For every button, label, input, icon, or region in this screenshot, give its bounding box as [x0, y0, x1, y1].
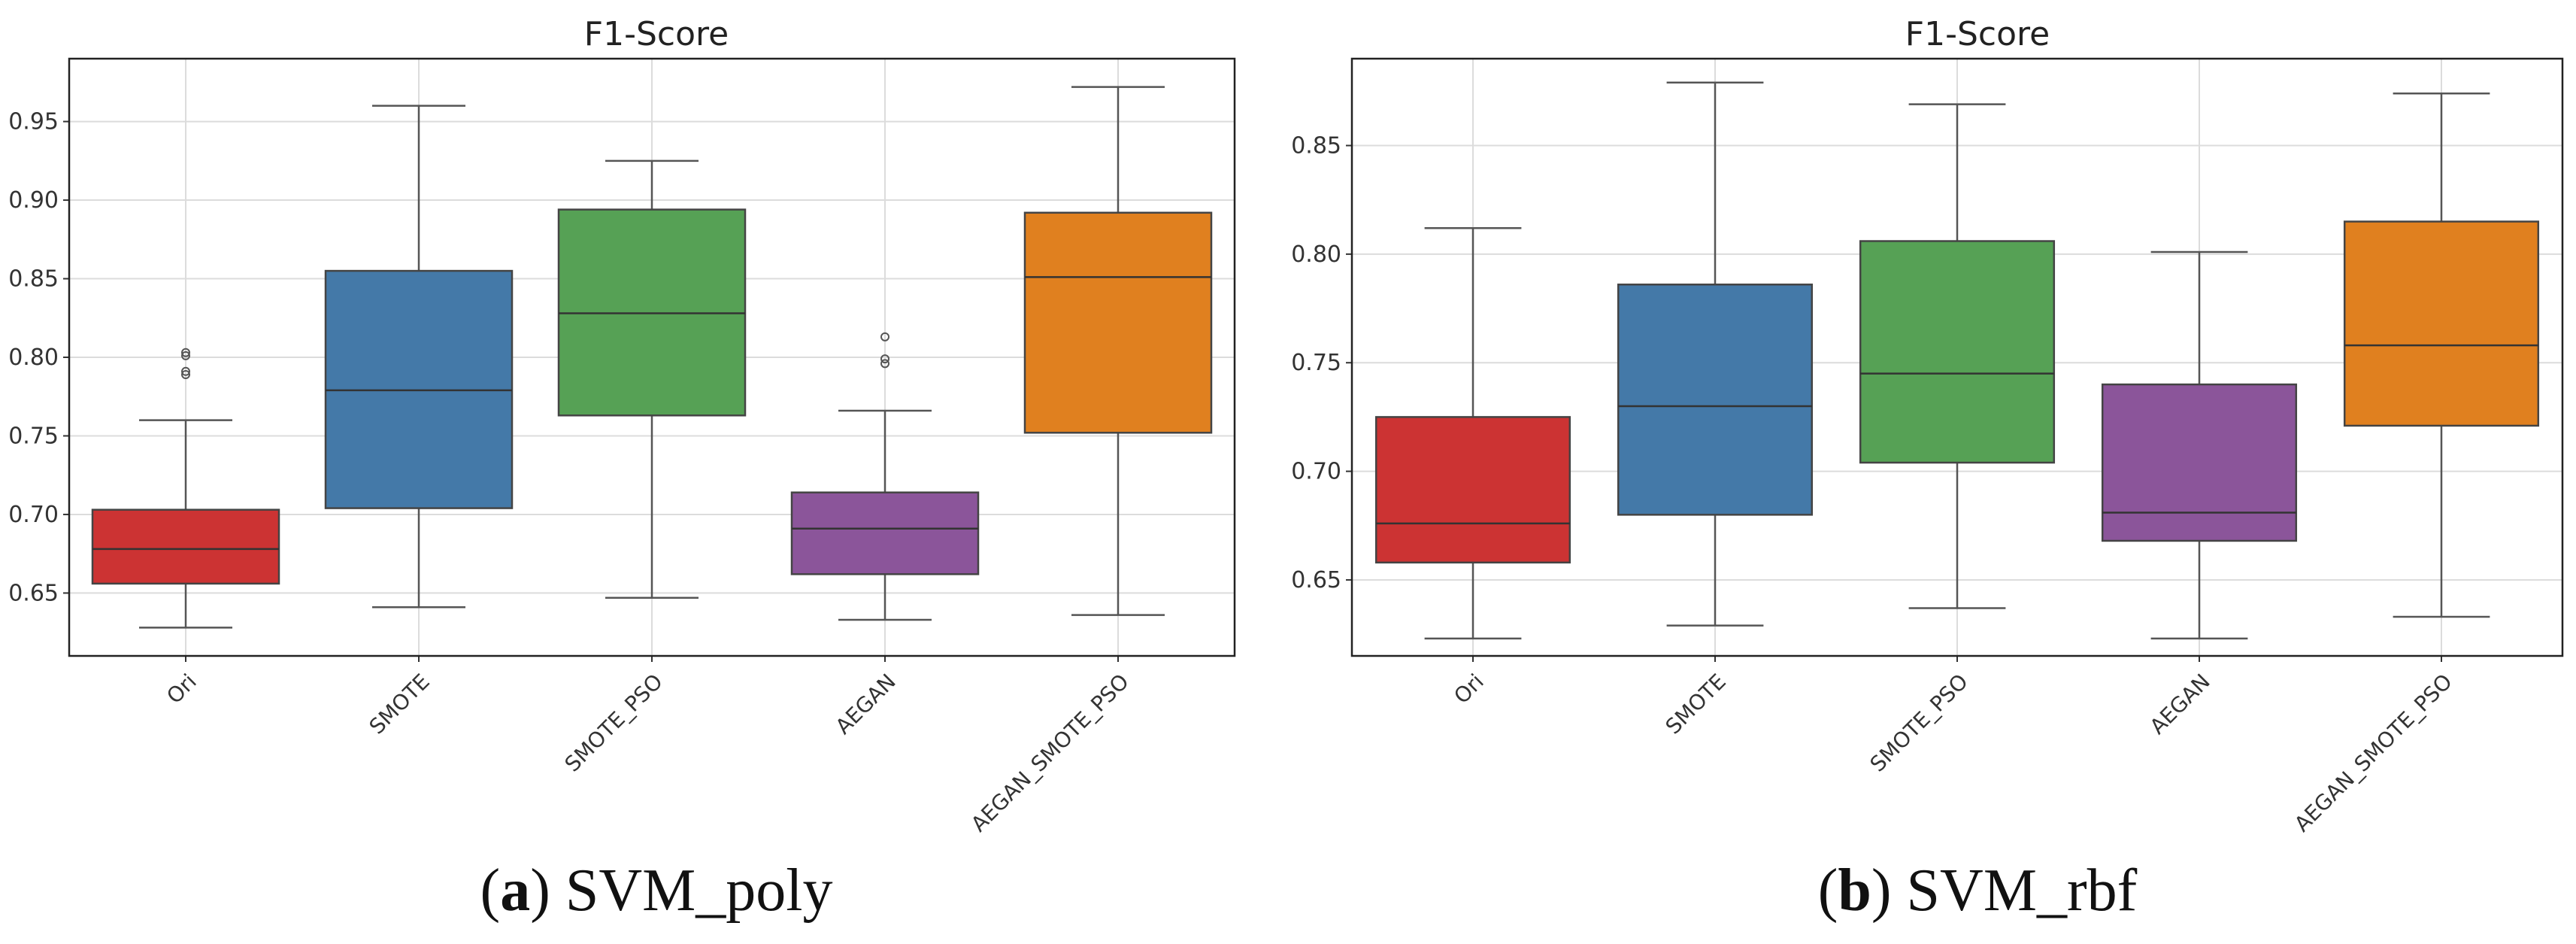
y-tick-label: 0.70	[8, 502, 59, 528]
caption-letter: a	[500, 857, 530, 924]
box-aegan-smote-pso	[2343, 92, 2540, 618]
y-tick-label: 0.95	[8, 109, 59, 135]
box-aegan	[2101, 250, 2298, 640]
chart-title: F1-Score	[584, 15, 729, 53]
y-tick-label: 0.65	[8, 580, 59, 606]
box-smote	[324, 105, 514, 609]
outlier-point	[181, 348, 190, 357]
box-aegan	[790, 332, 980, 621]
x-tick-label: AEGAN	[2145, 669, 2215, 739]
x-tick-label: AEGAN	[831, 669, 901, 739]
x-tick-label: Ori	[1449, 669, 1489, 709]
outlier-point	[181, 369, 190, 379]
box-rect	[91, 508, 280, 585]
x-tick-label: SMOTE	[365, 669, 435, 739]
box-smote-pso	[557, 159, 747, 599]
y-tick-label: 0.85	[1291, 132, 1341, 159]
box-smote-pso	[1859, 103, 2056, 609]
y-tick-label: 0.80	[8, 345, 59, 371]
x-tick-label: SMOTE_PSO	[1865, 669, 1973, 776]
caption-text: SVM_poly	[565, 857, 833, 924]
y-tick-label: 0.75	[1291, 350, 1341, 376]
outlier-point	[880, 359, 889, 369]
y-tick-label: 0.90	[8, 187, 59, 214]
box-rect	[790, 491, 980, 575]
y-tick-label: 0.65	[1291, 567, 1341, 593]
plot-frame	[1350, 57, 2564, 657]
x-tick-label: Ori	[162, 669, 202, 709]
outlier-point	[880, 354, 889, 364]
box-smote	[1617, 81, 1814, 627]
caption: (a) SVM_poly	[480, 857, 833, 924]
x-tick-label: AEGAN_SMOTE_PSO	[966, 669, 1134, 836]
caption-text: SVM_rbf	[1907, 857, 2138, 924]
x-tick-label: AEGAN_SMOTE_PSO	[2290, 669, 2457, 836]
y-tick-label: 0.80	[1291, 241, 1341, 268]
box-aegan-smote-pso	[1023, 86, 1213, 616]
box-rect	[2343, 220, 2540, 427]
y-tick-label: 0.70	[1291, 459, 1341, 485]
y-tick-label: 0.75	[8, 423, 59, 449]
caption-letter: b	[1838, 857, 1871, 924]
chart-title: F1-Score	[1905, 15, 2050, 53]
box-rect	[1859, 240, 2056, 464]
x-tick-label: SMOTE_PSO	[560, 669, 668, 776]
box-rect	[1023, 211, 1213, 434]
chart-panel-b: F1-Score (b) SVM_rbf 0.65 0.70 0.75 0.80 0.8…	[1291, 15, 2564, 924]
box-rect	[1617, 284, 1814, 516]
plot-frame	[68, 57, 1236, 657]
outlier-point	[181, 351, 190, 360]
x-tick-label: SMOTE	[1661, 669, 1731, 739]
box-rect	[2101, 383, 2298, 542]
y-tick-label: 0.85	[8, 266, 59, 293]
caption: (b) SVM_rbf	[1818, 857, 2138, 924]
box-ori	[1374, 226, 1571, 640]
outlier-point	[181, 366, 190, 376]
box-rect	[1374, 416, 1571, 564]
chart-panel-a: F1-Score (a) SVM_poly 0.65 0.70 0.75 0.80 0.…	[8, 15, 1236, 924]
outlier-point	[880, 332, 889, 341]
box-ori	[91, 348, 280, 629]
